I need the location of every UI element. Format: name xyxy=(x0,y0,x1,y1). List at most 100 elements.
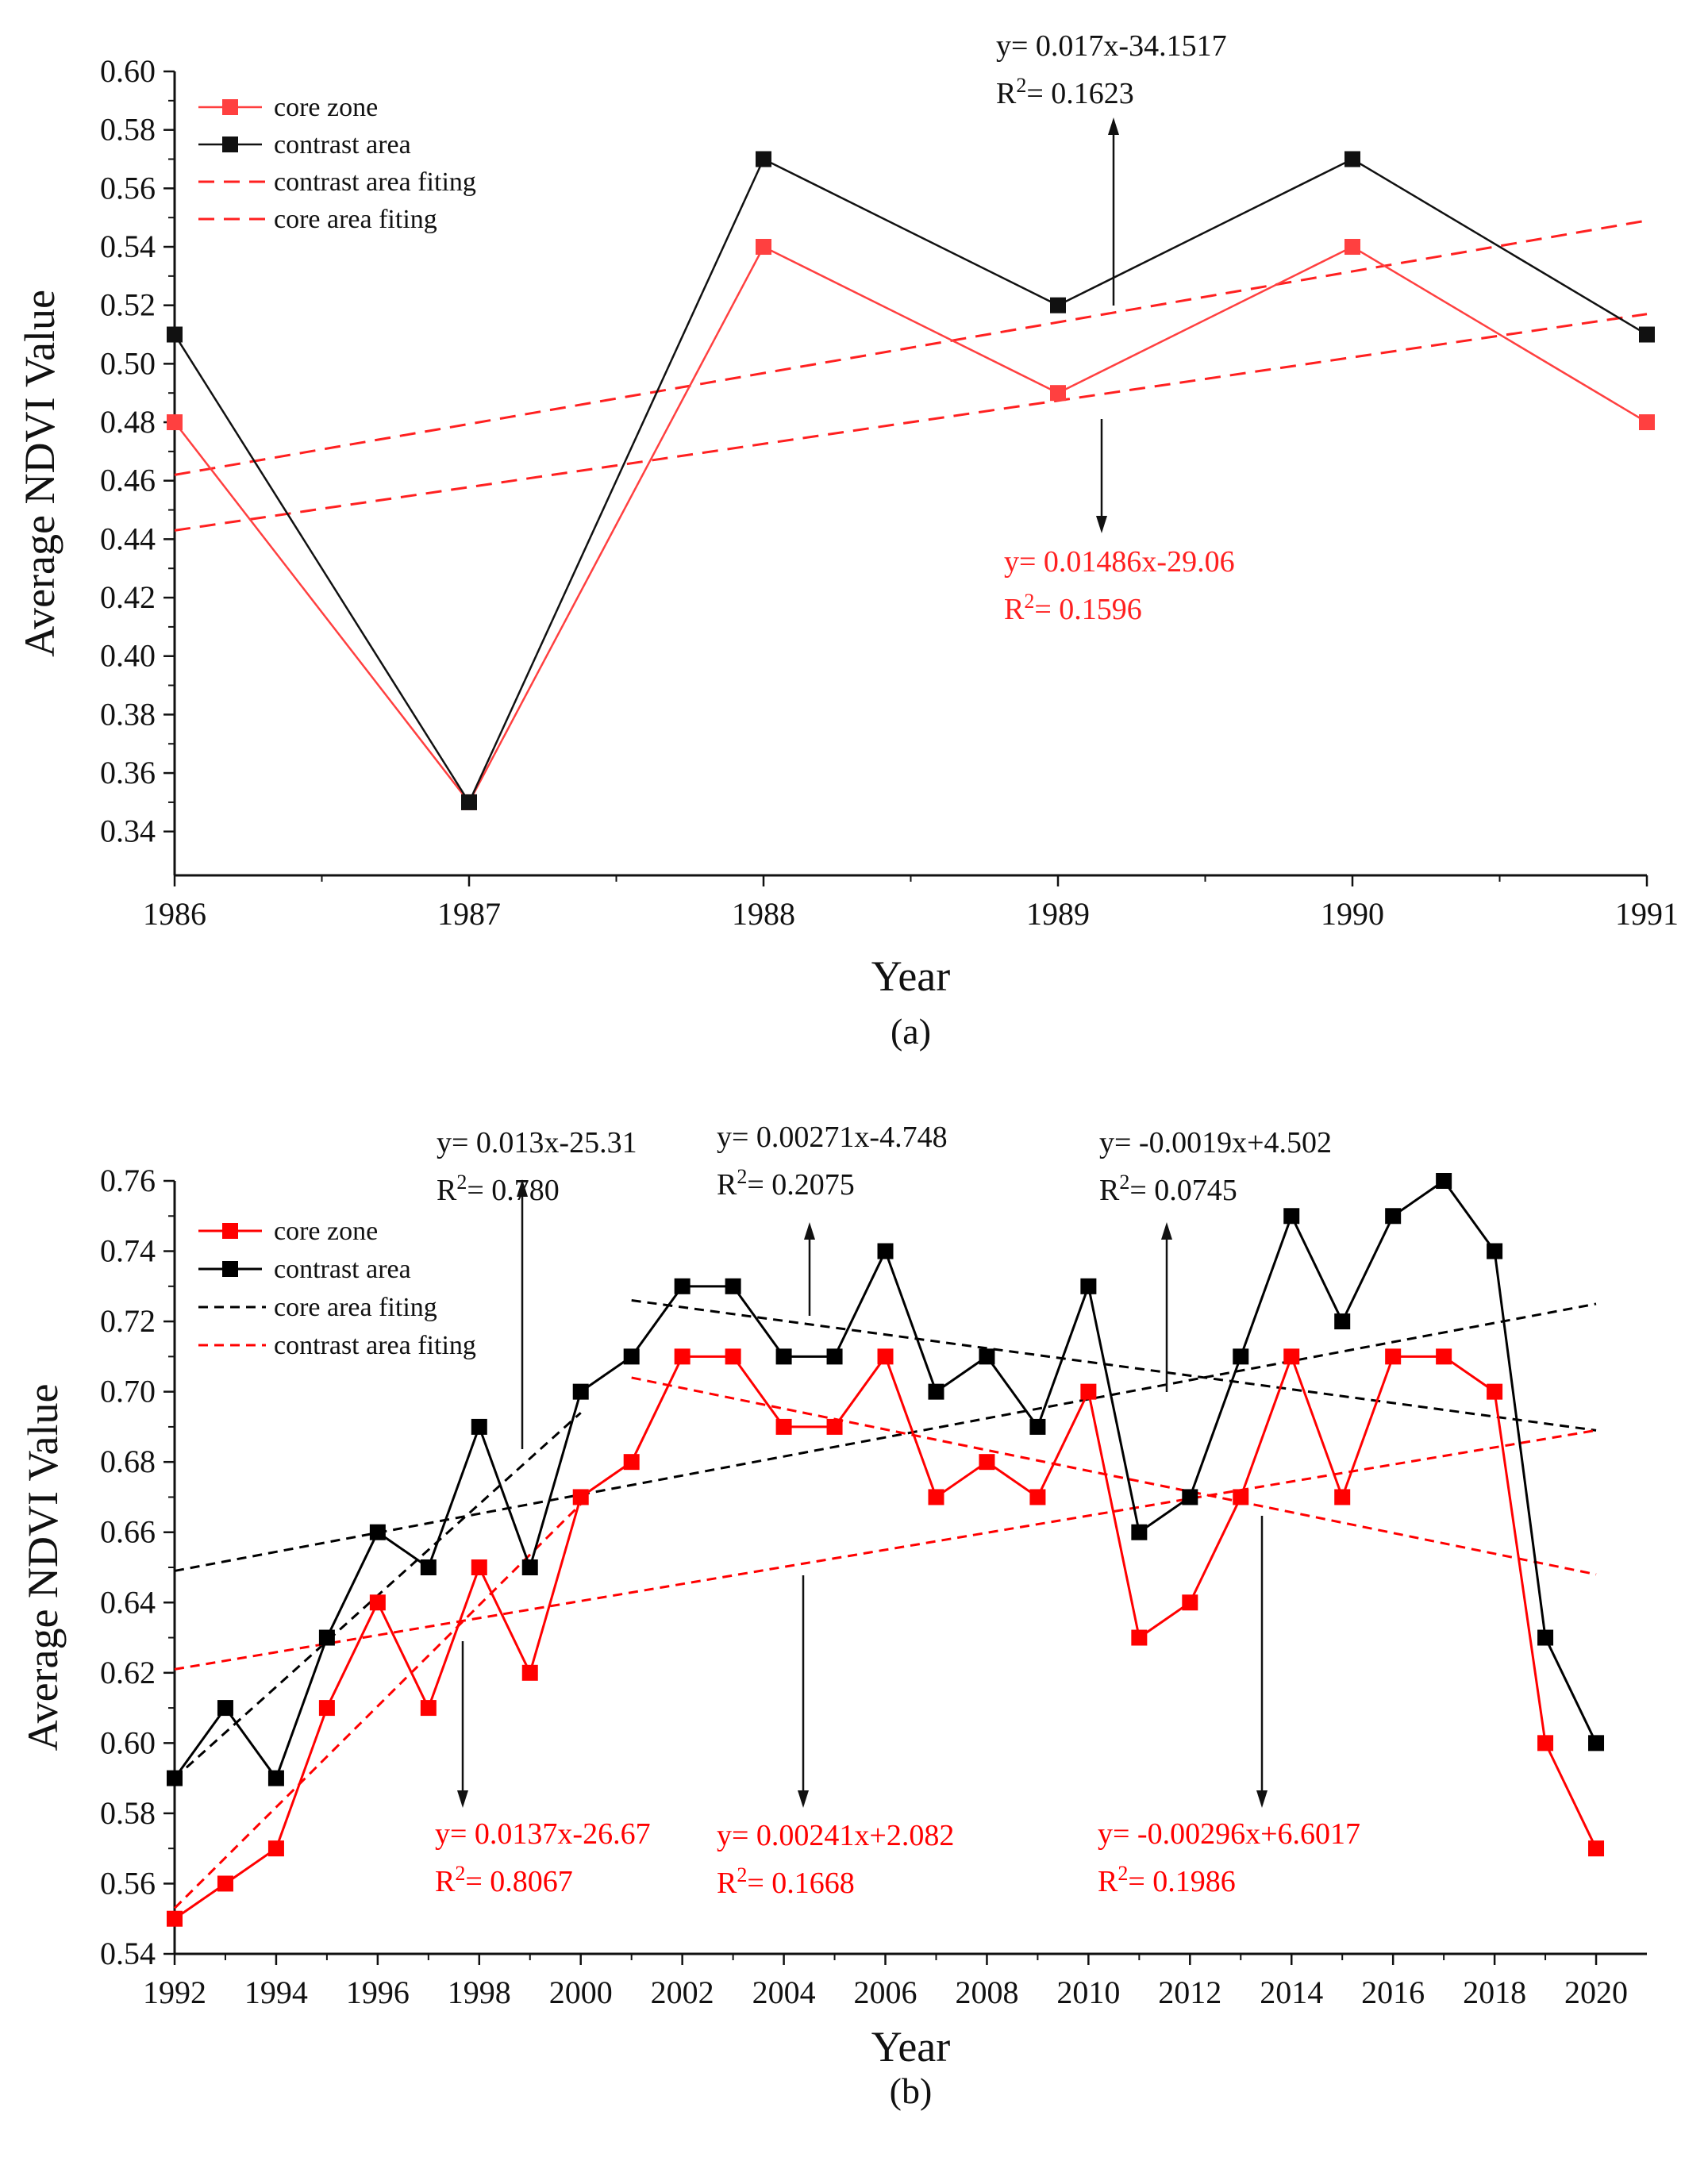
x-tick-label: 1996 xyxy=(346,1975,410,2010)
data-point xyxy=(1182,1489,1198,1505)
data-point xyxy=(725,1348,741,1365)
x-tick-label: 2016 xyxy=(1361,1975,1425,2010)
data-point xyxy=(1283,1348,1300,1365)
data-point xyxy=(979,1454,995,1471)
x-tick-label: 1987 xyxy=(437,896,501,932)
fit-equation: y= -0.00296x+6.6017 xyxy=(1098,1817,1360,1851)
fit-equation: y= 0.00241x+2.082 xyxy=(717,1819,954,1852)
x-axis-label: Year xyxy=(871,2023,951,2071)
data-point xyxy=(521,1559,538,1575)
legend-label: core area fiting xyxy=(274,1293,437,1322)
data-point xyxy=(318,1700,335,1717)
data-point xyxy=(775,1348,792,1365)
legend-label: core zone xyxy=(274,93,378,122)
chart-panel-a: 0.34 0.36 0.38 0.40 0.42 0.44 0.46 0.48 0.50 0.52… xyxy=(16,29,1679,1052)
data-point xyxy=(167,1770,183,1786)
fit-r-squared: R2= 0.8067 xyxy=(435,1862,573,1898)
data-point xyxy=(1487,1243,1503,1259)
data-point xyxy=(1537,1735,1554,1751)
data-point xyxy=(167,326,183,343)
y-axis-label: Average NDVI Value xyxy=(16,290,63,657)
y-tick-label: 0.36 xyxy=(100,755,156,790)
data-point xyxy=(826,1418,843,1435)
x-tick-label: 1988 xyxy=(732,896,795,932)
annotation-arrow-head xyxy=(1161,1222,1172,1240)
annotation-arrow-head xyxy=(804,1222,815,1240)
y-tick-label: 0.56 xyxy=(100,170,156,206)
data-point xyxy=(1283,1208,1300,1225)
annotation-arrow-head xyxy=(457,1790,468,1808)
x-tick-label: 2008 xyxy=(955,1975,1018,2010)
data-point xyxy=(1080,1383,1097,1400)
data-point xyxy=(318,1629,335,1646)
data-point xyxy=(471,1559,487,1575)
data-point xyxy=(420,1559,437,1575)
data-point xyxy=(928,1383,944,1400)
fit-equation: y= 0.017x-34.1517 xyxy=(996,29,1227,63)
y-tick-label: 0.52 xyxy=(100,287,156,323)
y-axis-label: Average NDVI Value xyxy=(19,1384,67,1751)
data-point xyxy=(572,1489,589,1505)
data-point xyxy=(1050,385,1066,402)
y-tick-label: 0.38 xyxy=(100,696,156,732)
y-tick-label: 0.62 xyxy=(100,1655,156,1690)
y-tick-label: 0.46 xyxy=(100,463,156,498)
data-point xyxy=(1537,1629,1554,1646)
fit-r-squared: R2= 0.2075 xyxy=(717,1165,855,1202)
y-tick-label: 0.60 xyxy=(100,1725,156,1760)
legend-label: core area fiting xyxy=(274,205,437,234)
fit-equation: y= 0.00271x-4.748 xyxy=(717,1121,948,1154)
y-tick-label: 0.54 xyxy=(100,1936,156,1971)
data-point xyxy=(1233,1489,1249,1505)
legend-label: contrast area xyxy=(274,1255,411,1284)
fit-line-2 xyxy=(631,1299,1597,1432)
series-line-core-zone xyxy=(174,245,1648,805)
data-point xyxy=(1344,239,1360,256)
y-tick-label: 0.64 xyxy=(100,1584,156,1620)
data-point xyxy=(877,1348,894,1365)
y-tick-label: 0.74 xyxy=(100,1233,156,1269)
y-tick-label: 0.48 xyxy=(100,404,156,440)
x-tick-label: 2002 xyxy=(651,1975,714,2010)
data-point xyxy=(521,1664,538,1681)
data-point xyxy=(1385,1348,1402,1365)
data-point xyxy=(1436,1348,1452,1365)
y-tick-label: 0.76 xyxy=(100,1163,156,1198)
y-tick-label: 0.50 xyxy=(100,345,156,381)
data-point xyxy=(756,151,771,167)
x-tick-label: 2018 xyxy=(1463,1975,1526,2010)
data-point xyxy=(1029,1418,1046,1435)
data-point xyxy=(1334,1489,1351,1505)
data-point xyxy=(1436,1173,1452,1189)
fit-r-squared: R2= 0.1623 xyxy=(996,74,1134,110)
x-tick-label: 2004 xyxy=(752,1975,816,2010)
y-tick-label: 0.42 xyxy=(100,579,156,615)
annotation-arrow-head xyxy=(1108,117,1119,135)
fit-r-squared: R2= 0.1596 xyxy=(1004,590,1142,626)
y-tick-label: 0.40 xyxy=(100,638,156,674)
x-tick-label: 1998 xyxy=(448,1975,511,2010)
y-tick-label: 0.58 xyxy=(100,112,156,148)
data-point xyxy=(1344,151,1360,167)
fit-line-0 xyxy=(174,1302,1597,1572)
annotation-arrow-head xyxy=(517,1179,528,1197)
data-point xyxy=(1029,1489,1046,1505)
data-point xyxy=(420,1700,437,1717)
data-point xyxy=(877,1243,894,1259)
data-point xyxy=(217,1875,233,1892)
data-point xyxy=(623,1454,640,1471)
data-point xyxy=(1639,414,1655,431)
y-tick-label: 0.72 xyxy=(100,1303,156,1339)
legend-label: contrast area fiting xyxy=(274,167,476,197)
data-point xyxy=(1131,1524,1148,1540)
legend-swatch-marker xyxy=(222,99,238,115)
y-tick-label: 0.70 xyxy=(100,1374,156,1409)
fit-line-0 xyxy=(174,219,1648,476)
x-tick-label: 1986 xyxy=(143,896,206,932)
legend-label: contrast area fiting xyxy=(274,1331,476,1360)
x-tick-label: 2010 xyxy=(1056,1975,1120,2010)
legend-label: contrast area xyxy=(274,130,411,160)
fit-line-1 xyxy=(174,313,1648,532)
fit-r-squared: R2= 0.0745 xyxy=(1099,1171,1237,1207)
